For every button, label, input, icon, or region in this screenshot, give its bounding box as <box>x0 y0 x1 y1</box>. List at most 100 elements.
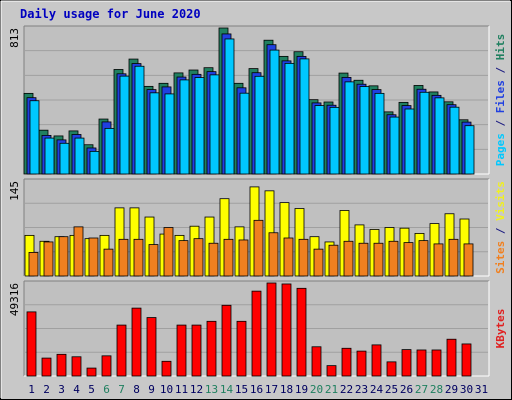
bar-kbytes <box>356 350 367 377</box>
x-tick-label: 15 <box>235 383 248 396</box>
bar-pages <box>59 142 70 175</box>
x-tick-label: 18 <box>280 383 293 396</box>
bar-sites <box>148 244 159 277</box>
bar-kbytes <box>101 355 112 377</box>
bar-sites <box>88 237 99 277</box>
bar-kbytes <box>131 307 142 377</box>
x-tick-label: 26 <box>400 383 413 396</box>
bar-sites <box>463 243 474 277</box>
x-tick-label: 20 <box>310 383 323 396</box>
legend-entry: Hits <box>494 34 507 61</box>
bar-sites <box>193 238 204 277</box>
bar-sites <box>403 242 414 277</box>
legend-entry: Visits <box>494 181 507 221</box>
bar-sites <box>433 243 444 277</box>
bar-kbytes <box>236 320 247 377</box>
bar-kbytes <box>86 367 97 377</box>
x-tick-label: 25 <box>385 383 398 396</box>
bar-kbytes <box>251 290 262 377</box>
x-tick-label: 28 <box>430 383 443 396</box>
bar-sites <box>208 242 219 277</box>
bar-pages <box>209 74 220 175</box>
bar-sites <box>388 240 399 277</box>
x-tick-label: 29 <box>445 383 458 396</box>
bar-sites <box>268 232 279 277</box>
legend-entry: Pages <box>494 133 507 166</box>
x-tick-label: 17 <box>265 383 278 396</box>
bar-pages <box>44 137 55 175</box>
bar-kbytes <box>341 347 352 377</box>
bar-sites <box>163 227 174 277</box>
legend-entry: Sites <box>494 241 507 274</box>
bar-sites <box>118 238 129 277</box>
legend-entry: / <box>494 221 507 241</box>
x-tick-label: 22 <box>340 383 353 396</box>
x-tick-label: 14 <box>220 383 234 396</box>
x-tick-label: 19 <box>295 383 308 396</box>
x-tick-label: 4 <box>73 383 80 396</box>
x-tick-label: 27 <box>415 383 428 396</box>
bar-pages <box>29 100 40 175</box>
bar-pages <box>149 92 160 175</box>
x-tick-label: 24 <box>370 383 384 396</box>
bar-pages <box>434 97 445 175</box>
x-tick-label: 2 <box>43 383 50 396</box>
legend-entry: / <box>494 60 507 80</box>
bar-kbytes <box>56 353 67 377</box>
bar-kbytes <box>266 282 277 377</box>
bar-pages <box>344 81 355 175</box>
x-tick-label: 21 <box>325 383 338 396</box>
bar-sites <box>253 219 264 277</box>
y-max-label: 145 <box>8 181 21 201</box>
bar-pages <box>404 108 415 175</box>
bar-kbytes <box>41 357 52 377</box>
panel-middle-legend: Sites / Visits <box>494 181 507 274</box>
bar-sites <box>28 252 39 277</box>
bar-kbytes <box>446 338 457 377</box>
y-max-label: 49316 <box>8 283 21 316</box>
bar-pages <box>134 65 145 175</box>
bar-pages <box>359 86 370 175</box>
x-tick-label: 6 <box>103 383 110 396</box>
bar-kbytes <box>401 349 412 377</box>
bar-sites <box>223 238 234 277</box>
bar-sites <box>238 239 249 277</box>
x-tick-label: 5 <box>88 383 95 396</box>
bar-kbytes <box>221 304 232 377</box>
bar-pages <box>374 92 385 175</box>
bar-kbytes <box>161 360 172 377</box>
bar-pages <box>239 92 250 175</box>
bar-pages <box>419 91 430 175</box>
bar-sites <box>103 248 114 277</box>
bar-kbytes <box>176 324 187 377</box>
bar-pages <box>299 58 310 175</box>
x-tick-label: 16 <box>250 383 263 396</box>
bar-sites <box>358 242 369 277</box>
x-tick-label: 13 <box>205 383 218 396</box>
bar-kbytes <box>311 346 322 377</box>
bar-kbytes <box>296 287 307 377</box>
bar-pages <box>314 105 325 175</box>
bar-kbytes <box>116 324 127 377</box>
panel-top-legend: Pages / Files / Hits <box>494 34 507 167</box>
panel-bottom-legend: KBytes <box>494 309 507 349</box>
bar-pages <box>74 137 85 175</box>
bar-kbytes <box>281 283 292 377</box>
x-tick-label: 23 <box>355 383 368 396</box>
bar-pages <box>194 77 205 175</box>
x-tick-label: 11 <box>175 383 188 396</box>
bar-pages <box>464 125 475 175</box>
bar-sites <box>343 240 354 277</box>
bar-pages <box>164 93 175 175</box>
x-tick-label: 8 <box>133 383 140 396</box>
x-tick-label: 10 <box>160 383 173 396</box>
bar-kbytes <box>206 320 217 377</box>
x-tick-label: 1 <box>28 383 35 396</box>
bar-kbytes <box>431 349 442 377</box>
bar-pages <box>254 75 265 175</box>
bar-kbytes <box>71 356 82 377</box>
bar-pages <box>389 116 400 175</box>
bar-sites <box>43 241 54 277</box>
bar-pages <box>449 106 460 175</box>
